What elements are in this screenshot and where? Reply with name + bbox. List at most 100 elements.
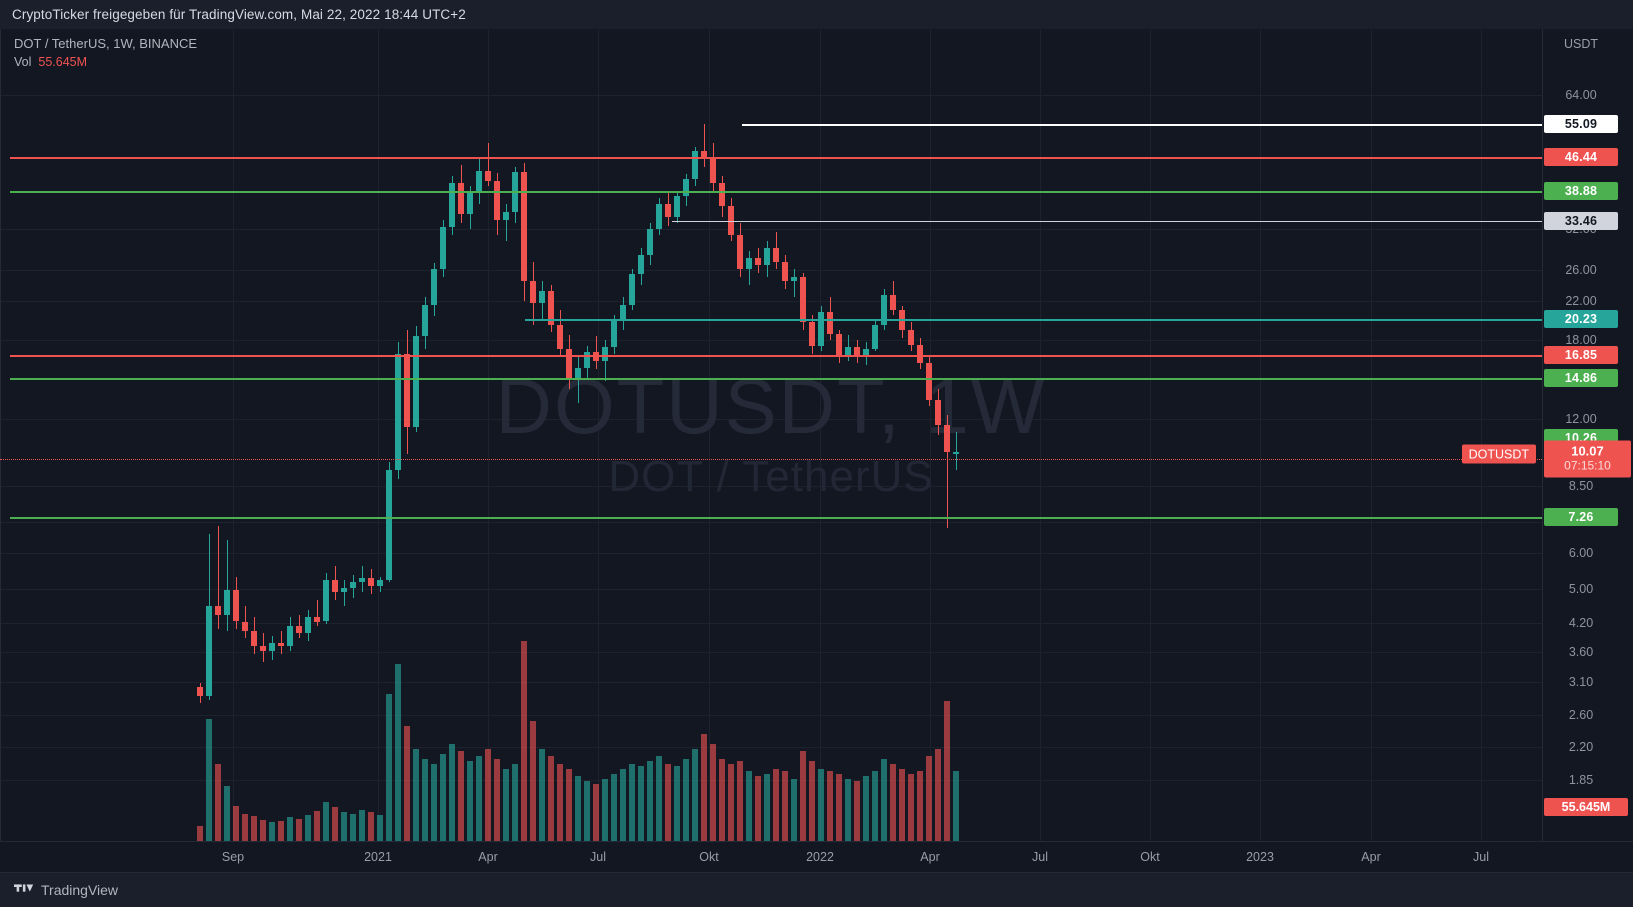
candlestick bbox=[638, 248, 644, 285]
volume-bar bbox=[476, 756, 482, 841]
volume-bar bbox=[350, 813, 356, 841]
level-price-badge[interactable]: 55.09 bbox=[1544, 115, 1618, 133]
gridline-vertical bbox=[1481, 29, 1482, 841]
level-33-46[interactable] bbox=[672, 221, 1542, 222]
candle-body bbox=[323, 580, 329, 622]
candle-body bbox=[728, 206, 734, 236]
candlestick bbox=[701, 123, 707, 168]
level-price-badge[interactable]: 46.44 bbox=[1544, 148, 1618, 166]
candle-body bbox=[674, 195, 680, 218]
gridline-horizontal bbox=[0, 747, 1542, 748]
volume-bar bbox=[845, 778, 851, 841]
candle-wick bbox=[487, 143, 489, 186]
candle-body bbox=[872, 324, 878, 349]
candle-body bbox=[791, 276, 797, 281]
volume-bar bbox=[305, 814, 311, 841]
legend-volume: Vol 55.645M bbox=[14, 54, 197, 71]
volume-bar bbox=[287, 817, 293, 841]
level-20-23[interactable] bbox=[525, 319, 1542, 321]
candlestick bbox=[431, 263, 437, 316]
volume-bar bbox=[404, 726, 410, 841]
time-axis-label: Jul bbox=[1473, 850, 1489, 864]
candlestick bbox=[386, 461, 392, 583]
candlestick bbox=[305, 610, 311, 641]
price-axis-tick: 3.10 bbox=[1568, 675, 1594, 689]
price-axis-tick: 8.50 bbox=[1568, 479, 1594, 493]
legend-volume-value: 55.645M bbox=[38, 55, 88, 69]
candlestick bbox=[512, 167, 518, 224]
level-price-badge[interactable]: 7.26 bbox=[1544, 508, 1618, 526]
candle-body bbox=[773, 248, 779, 262]
candle-body bbox=[926, 362, 932, 401]
candle-wick bbox=[505, 203, 507, 242]
candle-body bbox=[233, 589, 239, 622]
candlestick bbox=[260, 633, 266, 663]
volume-bar bbox=[296, 818, 302, 841]
level-14-86[interactable] bbox=[10, 378, 1542, 380]
candlestick bbox=[278, 630, 284, 654]
level-price-badge[interactable]: 20.23 bbox=[1544, 310, 1618, 328]
level-7-26[interactable] bbox=[10, 517, 1542, 519]
watermark-description: DOT / TetherUS bbox=[608, 452, 934, 501]
level-55-09[interactable] bbox=[742, 124, 1542, 126]
candlestick bbox=[548, 284, 554, 332]
candle-body bbox=[890, 294, 896, 311]
candle-body bbox=[539, 291, 545, 304]
level-46-44[interactable] bbox=[10, 157, 1542, 159]
gridline-horizontal bbox=[0, 623, 1542, 624]
volume-bar bbox=[521, 641, 527, 841]
candlestick bbox=[674, 193, 680, 224]
tradingview-logo[interactable]: TradingView bbox=[14, 882, 118, 898]
gridline-horizontal bbox=[0, 652, 1542, 653]
candle-body bbox=[404, 353, 410, 427]
candlestick bbox=[629, 269, 635, 311]
level-price-badge[interactable]: 33.46 bbox=[1544, 212, 1618, 230]
candle-body bbox=[242, 621, 248, 631]
gridline-horizontal bbox=[0, 682, 1542, 683]
level-price-badge[interactable]: 38.88 bbox=[1544, 182, 1618, 200]
volume-bar bbox=[422, 758, 428, 841]
gridline-vertical bbox=[930, 29, 931, 841]
gridline-vertical bbox=[1371, 29, 1372, 841]
candle-body bbox=[800, 276, 806, 322]
candle-body bbox=[647, 228, 653, 255]
volume-bar bbox=[872, 771, 878, 841]
level-price-badge[interactable]: 16.85 bbox=[1544, 346, 1618, 364]
volume-bar bbox=[395, 663, 401, 841]
candlestick bbox=[755, 248, 761, 273]
candlestick bbox=[872, 319, 878, 352]
candlestick bbox=[233, 576, 239, 629]
tradingview-logo-icon bbox=[14, 884, 34, 892]
level-16-85[interactable] bbox=[10, 355, 1542, 357]
candle-body bbox=[485, 170, 491, 182]
tradingview-brand-label: TradingView bbox=[41, 882, 119, 898]
gridline-vertical bbox=[709, 29, 710, 841]
volume-bar bbox=[467, 761, 473, 841]
price-axis[interactable]: USDT 64.0032.0026.0022.0018.0012.008.507… bbox=[1542, 29, 1633, 841]
level-38-88[interactable] bbox=[10, 191, 1542, 193]
candle-wick bbox=[946, 415, 948, 529]
candlestick bbox=[890, 280, 896, 316]
candle-body bbox=[836, 333, 842, 356]
volume-bar bbox=[224, 786, 230, 841]
time-axis-label: Apr bbox=[478, 850, 498, 864]
candle-body bbox=[755, 258, 761, 266]
candlestick bbox=[845, 334, 851, 361]
chart-pane[interactable]: DOTUSDT, 1W DOT / TetherUS DOT / TetherU… bbox=[0, 29, 1542, 841]
current-price-badge[interactable]: 10.07 07:15:10 bbox=[1544, 440, 1631, 478]
price-axis-tick: 5.00 bbox=[1568, 582, 1594, 596]
candlestick bbox=[818, 305, 824, 352]
volume-bar bbox=[656, 756, 662, 841]
candlestick bbox=[575, 357, 581, 404]
candle-body bbox=[719, 183, 725, 207]
volume-bar bbox=[314, 811, 320, 841]
time-axis[interactable]: Sep 2021 Apr Jul Okt 2022 Apr Jul Okt 2023 Apr Jul bbox=[0, 841, 1633, 872]
candlestick bbox=[764, 241, 770, 277]
price-axis-tick: 6.00 bbox=[1568, 546, 1594, 560]
volume-bar bbox=[242, 813, 248, 841]
candle-body bbox=[386, 469, 392, 581]
level-price-badge[interactable]: 14.86 bbox=[1544, 369, 1618, 387]
candle-body bbox=[476, 170, 482, 192]
candlestick bbox=[440, 220, 446, 277]
candlestick bbox=[557, 310, 563, 358]
